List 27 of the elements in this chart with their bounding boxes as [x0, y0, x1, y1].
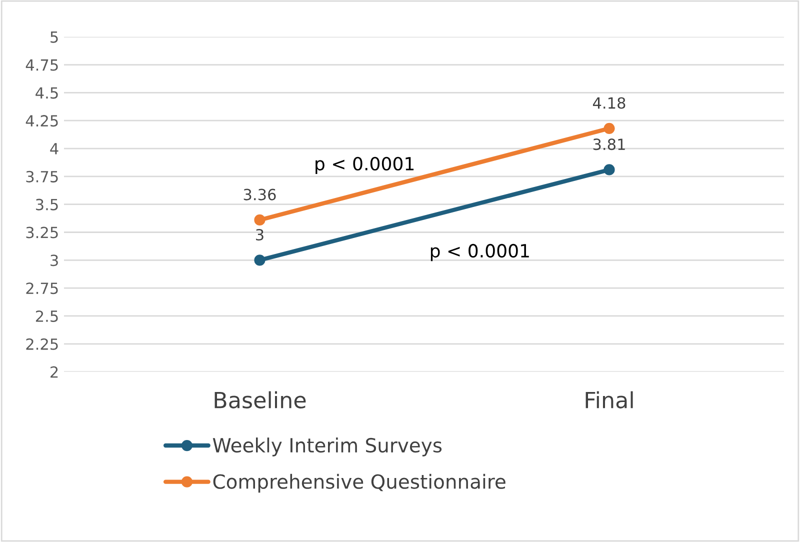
- y-tick-label: 4.5: [36, 87, 58, 99]
- legend-label: Comprehensive Questionnaire: [213, 474, 506, 493]
- point: [604, 122, 615, 134]
- y-tick-label: 3: [50, 254, 58, 266]
- y-tick-label: 2.25: [26, 338, 58, 350]
- data-label: 3.36: [244, 188, 276, 200]
- legend-label: Weekly Interim Surveys: [212, 438, 442, 456]
- x-tick-label: Final: [586, 391, 633, 408]
- point: [604, 164, 615, 176]
- y-tick-label: 4.75: [26, 59, 58, 71]
- y-tick-label: 4: [50, 143, 58, 154]
- y-tick-label: 3.5: [36, 198, 58, 210]
- data-label: 3.81: [593, 138, 625, 150]
- data-label: 4.18: [592, 97, 626, 109]
- y-tick-label: 4.25: [26, 115, 58, 127]
- y-tick-label: 2: [50, 366, 58, 378]
- annotation: p < 0.0001: [430, 244, 529, 262]
- y-tick-label: 2.75: [26, 282, 58, 294]
- y-tick-label: 5: [50, 32, 58, 43]
- y-tick-label: 3.75: [26, 170, 58, 182]
- x-tick-label: Baseline: [214, 391, 306, 408]
- y-tick-label: 2.5: [36, 310, 58, 322]
- point: [254, 254, 266, 266]
- point: [254, 214, 266, 226]
- y-tick-label: 3.25: [26, 226, 58, 238]
- data-label: 3: [256, 228, 264, 241]
- annotation: p < 0.0001: [316, 156, 414, 174]
